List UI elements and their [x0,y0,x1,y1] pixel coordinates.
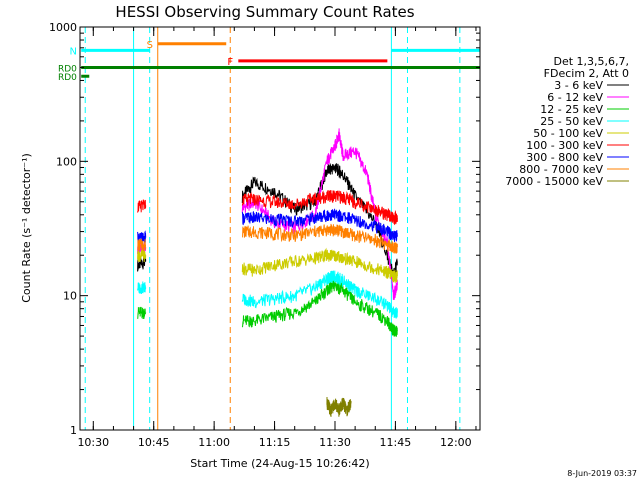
series-5 [137,190,398,226]
series-line-0-1 [241,163,398,282]
legend: Det 1,3,5,6,7, FDecim 2, Att 0 3 - 6 keV… [505,55,629,188]
series-8 [326,396,352,417]
series-line-4-1 [241,247,398,283]
legend-entry-1: 6 - 12 keV [547,91,603,104]
marker-label-0: RD0 [58,73,77,83]
series-line-3-0 [137,281,147,294]
legend-entry-7: 800 - 7000 keV [519,163,603,176]
y-tick-label-0: 1 [70,424,77,437]
y-axis-label: Count Rate (s⁻¹ detector⁻¹) [20,153,33,303]
y-tick-label-3: 1000 [49,21,77,34]
x-axis-label: Start Time (24-Aug-15 10:26:42) [190,457,369,470]
x-tick-label-0: 10:30 [77,436,109,449]
series-7 [137,223,398,254]
x-tick-label-5: 11:45 [380,436,412,449]
series-line-4-0 [137,249,147,263]
legend-entry-4: 50 - 100 keV [533,127,603,140]
y-tick-label-1: 10 [63,290,77,303]
series-line-5-0 [137,199,147,213]
series-line-5-1 [241,190,398,226]
series-line-0-0 [137,255,147,272]
legend-header-line-1: Det 1,3,5,6,7, [553,55,629,68]
y-tick-label-2: 100 [56,155,77,168]
series-line-7-0 [137,238,147,252]
series-line-3-1 [241,270,398,319]
y-axis: 1 10 100 1000 [49,21,480,437]
flag-label-0: S [147,40,153,51]
x-tick-label-2: 11:00 [198,436,230,449]
legend-entry-0: 3 - 6 keV [554,79,603,92]
series-line-2-0 [137,306,147,320]
series-4 [137,247,398,283]
series-line-8-0 [326,396,352,417]
series-0 [137,163,398,282]
footer-date: 8-Jun-2019 03:37 [567,469,637,478]
x-tick-label-3: 11:15 [259,436,291,449]
legend-header-line-2: FDecim 2, Att 0 [544,67,629,80]
flag-label-3: F [227,57,233,68]
series-line-6-1 [241,208,398,242]
x-tick-label-6: 12:00 [440,436,472,449]
legend-entry-3: 25 - 50 keV [540,115,603,128]
marker-label-1: RD0 [58,64,77,74]
legend-entry-2: 12 - 25 keV [540,103,603,116]
x-axis: 10:30 10:45 11:00 11:15 11:30 11:45 12:00 [77,27,477,449]
series-line-7-1 [242,223,398,254]
chart-title: HESSI Observing Summary Count Rates [115,3,414,21]
plot-frame [79,26,481,431]
flag-label-1: N [69,46,76,57]
x-tick-label-4: 11:30 [319,436,351,449]
legend-entry-6: 300 - 800 keV [526,151,603,164]
x-tick-label-1: 10:45 [138,436,170,449]
series-3 [137,270,398,319]
legend-entry-5: 100 - 300 keV [526,139,603,152]
legend-entry-8: 7000 - 15000 keV [505,175,603,188]
